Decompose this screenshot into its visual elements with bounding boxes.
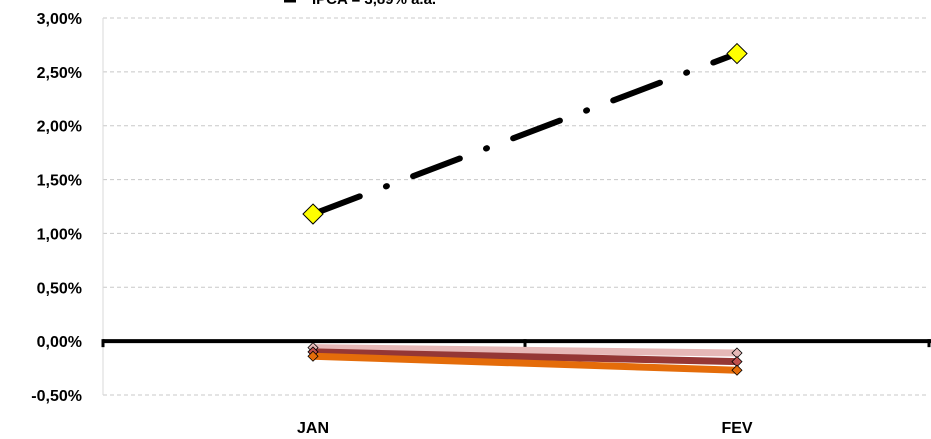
series-line-4 — [312, 352, 738, 374]
y-tick-label: 1,50% — [37, 173, 82, 190]
y-tick-label: 0,50% — [37, 280, 82, 297]
legend-label: IPCA = 3,89% a.a. — [312, 0, 436, 8]
series-line-3 — [312, 348, 738, 366]
x-axis: JAN FEV — [101, 339, 931, 437]
series-4-marker — [307, 350, 319, 362]
y-tick-label: 2,00% — [37, 119, 82, 136]
x-tick-label: JAN — [297, 420, 329, 437]
y-tick-label: -0,50% — [31, 388, 82, 405]
series-line-2 — [312, 344, 738, 357]
legend: IPCA = 3,89% a.a. — [284, 0, 436, 8]
series-4-marker — [731, 364, 743, 376]
series-1-marker — [302, 203, 324, 225]
series-line-1 — [310, 50, 740, 218]
y-tick-label: 0,00% — [37, 334, 82, 351]
x-tick-label: FEV — [721, 420, 752, 437]
grid-lines — [103, 17, 929, 396]
y-axis: 3,00% 2,50% 2,00% 1,50% 1,00% 0,50% 0,00% -0,50… — [31, 11, 104, 405]
y-tick-label: 1,00% — [37, 226, 82, 243]
series-group — [302, 42, 748, 376]
series-1-marker — [726, 42, 748, 65]
y-tick-label: 2,50% — [37, 65, 82, 82]
y-tick-label: 3,00% — [37, 11, 82, 28]
